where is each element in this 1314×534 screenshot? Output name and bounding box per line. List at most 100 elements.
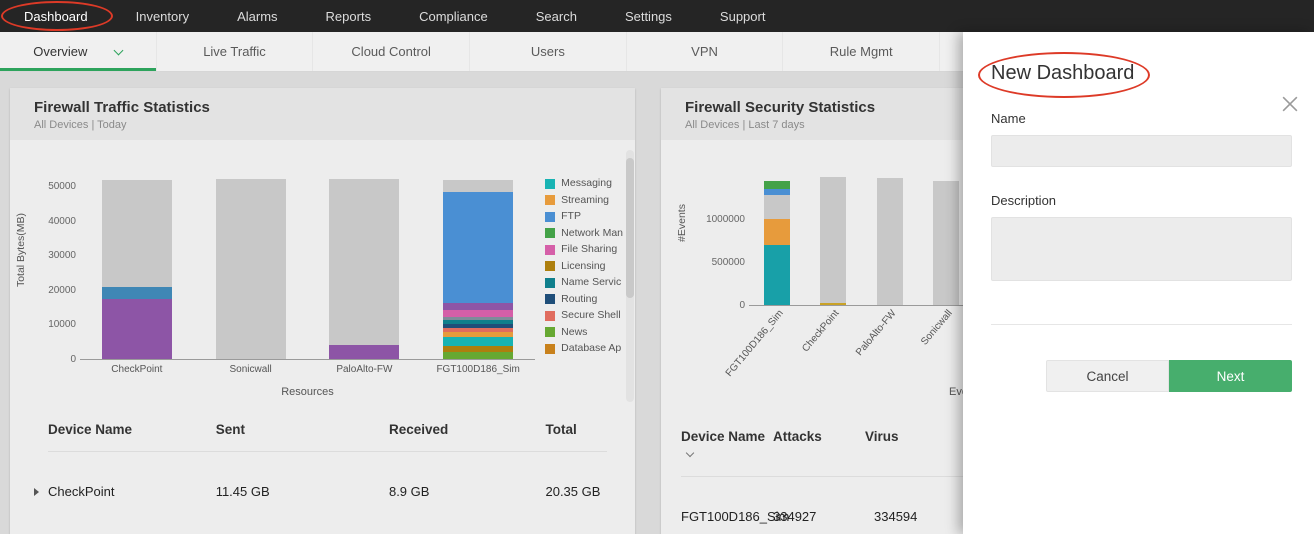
legend-swatch-icon xyxy=(545,327,556,337)
bar-segment xyxy=(443,346,514,352)
subnav-users[interactable]: Users xyxy=(470,32,627,71)
column-header-received[interactable]: Received xyxy=(389,422,546,437)
traffic-chart: Total Bytes(MB) 0 10000 20000 30000 40000 500… xyxy=(10,140,635,376)
cell-device: CheckPoint xyxy=(34,484,216,499)
bar-segment xyxy=(443,180,514,192)
firewall-traffic-card: Firewall Traffic Statistics All Devices … xyxy=(10,88,635,534)
legend-swatch-icon xyxy=(545,310,556,321)
sort-caret-icon[interactable] xyxy=(685,448,695,458)
traffic-card-title: Firewall Traffic Statistics xyxy=(34,99,210,116)
legend-swatch-icon xyxy=(545,277,556,288)
subnav-label: Rule Mgmt xyxy=(829,44,893,59)
stacked-bar xyxy=(215,179,286,359)
column-header-label: Total xyxy=(545,422,577,437)
traffic-table: Device Name Sent Received Total CheckPoint 1… xyxy=(10,412,635,530)
bar-segment xyxy=(443,332,514,337)
panel-title: New Dashboard xyxy=(991,62,1135,84)
nav-search[interactable]: Search xyxy=(535,8,577,24)
legend-swatch-icon xyxy=(545,228,556,238)
table-row[interactable]: CheckPoint 11.45 GB 8.9 GB 20.35 GB xyxy=(34,452,607,530)
x-tick-label: FGT100D186_Sim xyxy=(436,364,520,375)
legend-item[interactable]: FTP xyxy=(545,211,623,222)
column-header-total[interactable]: Total xyxy=(545,422,606,437)
legend-swatch-icon xyxy=(545,211,556,222)
legend-swatch-icon xyxy=(545,294,556,304)
subnav-cloud-control[interactable]: Cloud Control xyxy=(313,32,471,71)
x-tick-label: PaloAlto-FW xyxy=(853,308,899,359)
nav-inventory[interactable]: Inventory xyxy=(135,8,190,24)
x-tick-label: PaloAlto-FW xyxy=(336,364,393,375)
x-tick-label: Sonicwall xyxy=(229,364,272,375)
legend-label: Database Ap xyxy=(561,342,622,354)
bar-segment xyxy=(443,320,514,324)
y-tick-label: 50000 xyxy=(48,181,76,193)
column-header-label: Received xyxy=(388,422,449,437)
nav-compliance[interactable]: Compliance xyxy=(419,8,488,24)
legend-swatch-icon xyxy=(545,261,556,271)
nav-support[interactable]: Support xyxy=(719,8,766,24)
legend-item[interactable]: News xyxy=(545,325,623,338)
x-tick-label: Sonicwall xyxy=(918,308,955,348)
y-tick-label: 0 xyxy=(70,354,76,365)
description-input[interactable] xyxy=(991,217,1292,281)
legend-item[interactable]: Network Man xyxy=(545,227,623,239)
bar-Sonicwall: Sonicwall xyxy=(215,170,286,375)
column-header-label: Attacks xyxy=(773,429,822,444)
bar-segment xyxy=(443,317,514,320)
nav-dashboard[interactable]: Dashboard xyxy=(24,8,88,24)
column-header-attacks[interactable]: Attacks xyxy=(773,428,865,462)
scrollbar-thumb[interactable] xyxy=(626,158,634,298)
stacked-bar xyxy=(329,179,400,359)
nav-alarms[interactable]: Alarms xyxy=(237,8,278,24)
bar-segment xyxy=(101,299,172,359)
column-header-label: Device Name xyxy=(681,429,766,444)
column-header-label: Virus xyxy=(865,429,899,444)
subnav-overview[interactable]: Overview xyxy=(0,32,157,71)
cell-value: 334594 xyxy=(874,508,918,524)
legend-item[interactable]: Messaging xyxy=(545,178,623,189)
legend-label: Secure Shell xyxy=(561,309,621,321)
nav-settings[interactable]: Settings xyxy=(624,8,672,24)
legend-item[interactable]: Secure Shell xyxy=(545,310,623,321)
expand-arrow-icon[interactable] xyxy=(34,487,39,496)
bar-segment xyxy=(932,181,959,305)
traffic-legend: Messaging Streaming FTP Network Man File Sha… xyxy=(545,178,623,354)
legend-label: Licensing xyxy=(561,259,606,272)
column-header-device-name[interactable]: Device Name xyxy=(681,428,773,462)
y-tick-label: 20000 xyxy=(48,284,76,296)
subnav-vpn[interactable]: VPN xyxy=(627,32,784,71)
stacked-bar xyxy=(101,180,172,359)
legend-item[interactable]: Licensing xyxy=(545,259,623,272)
cell-virus: 334594 xyxy=(874,509,964,524)
legend-item[interactable]: Database Ap xyxy=(545,343,623,354)
bar-FGT100D186_Sim: FGT100D186_Sim xyxy=(436,170,520,375)
legend-item[interactable]: Streaming xyxy=(545,194,623,206)
cancel-button[interactable]: Cancel xyxy=(1046,360,1169,392)
name-input[interactable] xyxy=(991,135,1292,167)
column-header-device-name[interactable]: Device Name xyxy=(48,422,216,437)
panel-actions: Cancel Next xyxy=(991,360,1292,392)
legend-label: News xyxy=(561,325,588,338)
nav-reports[interactable]: Reports xyxy=(325,8,372,24)
subnav-live-traffic[interactable]: Live Traffic xyxy=(157,32,314,71)
chevron-down-icon[interactable] xyxy=(113,45,124,55)
cell-attacks: 334927 xyxy=(773,509,874,524)
table-row[interactable]: FGT100D186_Sim 334927 334594 xyxy=(681,477,1271,534)
legend-swatch-icon xyxy=(545,244,556,255)
security-chart: #Events 0 500000 1000000 FGT100D186_Sim Che… xyxy=(661,140,1291,398)
legend-item[interactable]: Routing xyxy=(545,293,623,305)
next-button[interactable]: Next xyxy=(1169,360,1292,392)
bar-segment xyxy=(329,345,400,359)
x-tick-label: FGT100D186_Sim xyxy=(723,308,786,379)
subnav-label: Overview xyxy=(33,44,88,59)
close-icon[interactable] xyxy=(1282,96,1298,112)
subnav-label: VPN xyxy=(691,44,718,59)
column-header-virus[interactable]: Virus xyxy=(865,428,957,462)
card-scrollbar[interactable] xyxy=(626,150,634,402)
column-header-sent[interactable]: Sent xyxy=(216,422,389,437)
legend-item[interactable]: File Sharing xyxy=(545,244,623,255)
subnav-rule-mgmt[interactable]: Rule Mgmt xyxy=(783,32,941,71)
y-tick-label: 1000000 xyxy=(706,214,745,226)
legend-item[interactable]: Name Servic xyxy=(545,277,623,288)
